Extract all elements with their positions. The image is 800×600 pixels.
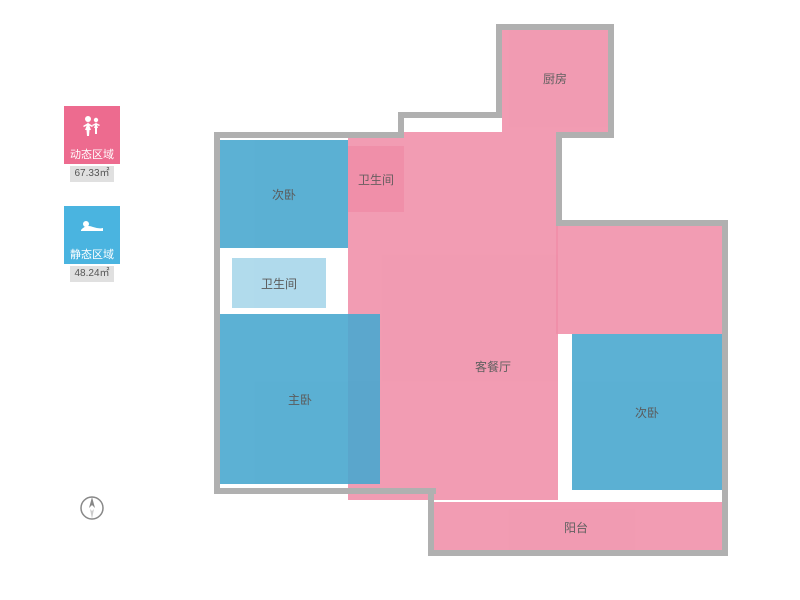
legend-label: 动态区域 (64, 146, 120, 164)
wall (556, 132, 614, 138)
room-label: 客餐厅 (475, 358, 511, 375)
room-label: 卫生间 (358, 171, 394, 188)
room-hall-arm (556, 224, 722, 334)
wall (496, 24, 614, 30)
room-bath1: 卫生间 (348, 146, 404, 212)
floorplan: 厨房客餐厅卫生间次卧卫生间主卧次卧阳台 (200, 24, 740, 584)
room-label: 卫生间 (261, 275, 297, 292)
wall (722, 220, 728, 496)
room-label: 次卧 (272, 186, 296, 203)
legend-value: 67.33㎡ (70, 166, 114, 182)
wall (608, 24, 614, 132)
compass-icon (78, 494, 106, 522)
legend-item-static: 静态区域 48.24㎡ (64, 206, 120, 282)
wall (556, 220, 728, 226)
room-label: 次卧 (635, 404, 659, 421)
legend-value: 48.24㎡ (70, 266, 114, 282)
room-balcony: 阳台 (430, 502, 722, 552)
wall (428, 488, 434, 556)
room-kitchen: 厨房 (502, 24, 608, 132)
room-bed2a: 次卧 (220, 140, 348, 248)
wall (496, 24, 502, 118)
wall (214, 488, 436, 494)
room-bed1: 主卧 (220, 314, 380, 484)
room-label: 厨房 (543, 70, 567, 87)
room-label: 主卧 (288, 391, 312, 408)
legend-panel: 动态区域 67.33㎡ 静态区域 48.24㎡ (64, 106, 124, 282)
room-label: 阳台 (564, 519, 588, 536)
legend-label: 静态区域 (64, 246, 120, 264)
legend-item-dynamic: 动态区域 67.33㎡ (64, 106, 120, 182)
wall (428, 550, 728, 556)
room-bath2: 卫生间 (232, 258, 326, 308)
wall (398, 112, 498, 118)
wall (722, 490, 728, 556)
wall (556, 132, 562, 224)
people-icon (64, 106, 120, 146)
wall (214, 132, 220, 492)
room-bed2b: 次卧 (572, 334, 722, 490)
sleep-icon (64, 206, 120, 246)
wall (214, 132, 404, 138)
